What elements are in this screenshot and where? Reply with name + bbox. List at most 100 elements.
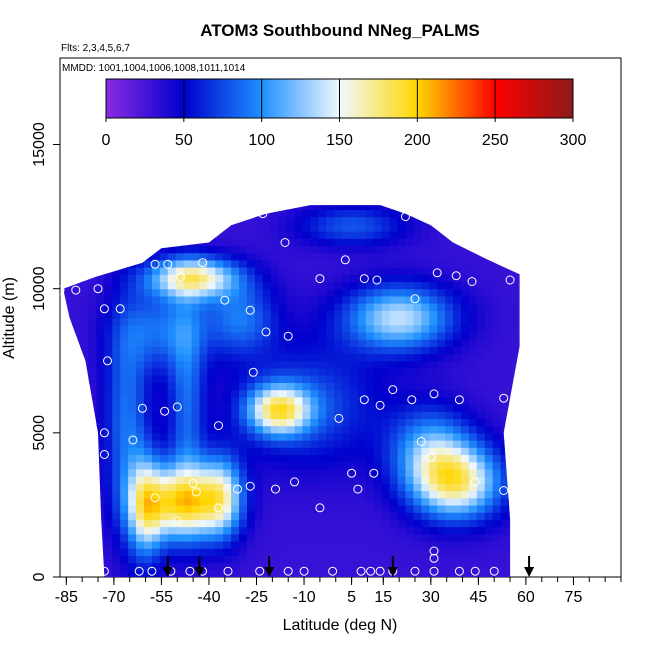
- heatmap-cell: [262, 223, 272, 232]
- heatmap-cell: [437, 317, 446, 326]
- heatmap-cell: [104, 526, 113, 535]
- heatmap-cell: [405, 526, 414, 535]
- heatmap-cell: [278, 497, 288, 506]
- heatmap-cell: [350, 295, 359, 304]
- heatmap-cell: [167, 555, 177, 564]
- heatmap-cell: [88, 295, 98, 304]
- heatmap-cell: [302, 497, 311, 506]
- heatmap-cell: [254, 519, 264, 528]
- heatmap-cell: [262, 533, 272, 542]
- heatmap-cell: [112, 267, 121, 275]
- heatmap-cell: [373, 447, 383, 456]
- heatmap-cell: [239, 569, 248, 577]
- heatmap-cell: [199, 331, 208, 340]
- heatmap-cell: [199, 317, 208, 326]
- heatmap-cell: [437, 519, 446, 528]
- heatmap-cell: [254, 404, 264, 412]
- heatmap-cell: [516, 295, 520, 304]
- heatmap-cell: [199, 555, 208, 564]
- heatmap-cell: [191, 267, 201, 275]
- heatmap-cell: [468, 252, 478, 261]
- heatmap-cell: [159, 404, 169, 412]
- heatmap-cell: [104, 562, 113, 571]
- heatmap-cell: [484, 389, 494, 398]
- heatmap-cell: [159, 548, 169, 556]
- heatmap-cell: [231, 533, 240, 542]
- heatmap-cell: [389, 303, 399, 311]
- heatmap-cell: [413, 346, 422, 355]
- heatmap-cell: [191, 504, 201, 513]
- heatmap-cell: [397, 533, 407, 542]
- heatmap-cell: [326, 303, 335, 311]
- heatmap-cell: [492, 425, 502, 434]
- heatmap-cell: [326, 447, 335, 456]
- heatmap-cell: [476, 461, 486, 470]
- heatmap-cell: [120, 404, 129, 412]
- heatmap-cell: [128, 303, 137, 311]
- heatmap-cell: [191, 569, 201, 577]
- heatmap-cell: [397, 483, 407, 492]
- heatmap-cell: [460, 360, 470, 369]
- heatmap-cell: [357, 425, 367, 434]
- heatmap-cell: [80, 281, 90, 290]
- heatmap-cell: [183, 317, 193, 326]
- heatmap-cell: [484, 375, 494, 383]
- heatmap-cell: [223, 425, 232, 434]
- heatmap-cell: [421, 267, 430, 275]
- heatmap-cell: [326, 483, 335, 492]
- heatmap-cell: [413, 288, 422, 297]
- heatmap-cell: [128, 324, 137, 333]
- heatmap-cell: [397, 209, 407, 218]
- heatmap-cell: [429, 432, 438, 441]
- heatmap-cell: [120, 483, 129, 492]
- heatmap-cell: [405, 497, 414, 506]
- heatmap-cell: [104, 375, 113, 383]
- heatmap-cell: [421, 274, 430, 283]
- heatmap-cell: [413, 396, 422, 405]
- heatmap-cell: [254, 223, 264, 232]
- heatmap-cell: [326, 569, 335, 577]
- heatmap-cell: [389, 490, 399, 499]
- heatmap-cell: [191, 447, 201, 456]
- heatmap-cell: [167, 288, 177, 297]
- heatmap-cell: [262, 526, 272, 535]
- heatmap-cell: [215, 411, 224, 420]
- heatmap-cell: [350, 331, 359, 340]
- heatmap-cell: [96, 483, 105, 492]
- heatmap-cell: [183, 367, 193, 376]
- heatmap-cell: [365, 216, 375, 225]
- heatmap-cell: [223, 569, 232, 577]
- heatmap-cell: [460, 483, 470, 492]
- heatmap-cell: [215, 512, 224, 520]
- heatmap-cell: [231, 432, 240, 441]
- heatmap-cell: [159, 281, 169, 290]
- heatmap-cell: [104, 425, 113, 434]
- heatmap-cell: [342, 216, 351, 225]
- heatmap-cell: [334, 461, 343, 470]
- heatmap-cell: [381, 375, 391, 383]
- heatmap-cell: [381, 281, 391, 290]
- heatmap-cell: [318, 454, 327, 463]
- sample-point: [416, 437, 426, 446]
- heatmap-cell: [270, 548, 280, 556]
- heatmap-cell: [270, 353, 280, 362]
- sample-point: [185, 566, 195, 576]
- heatmap-cell: [468, 533, 478, 542]
- heatmap-cell: [342, 483, 351, 492]
- heatmap-cell: [239, 418, 248, 427]
- heatmap-cell: [397, 223, 407, 232]
- heatmap-cell: [120, 303, 129, 311]
- heatmap-cell: [437, 367, 446, 376]
- heatmap-cell: [286, 483, 296, 492]
- heatmap-cell: [453, 310, 462, 319]
- heatmap-cell: [381, 267, 391, 275]
- heatmap-cell: [429, 252, 438, 261]
- heatmap-cell: [112, 418, 121, 427]
- heatmap-cell: [302, 540, 311, 549]
- heatmap-cell: [270, 476, 280, 484]
- heatmap-cell: [239, 533, 248, 542]
- heatmap-cell: [199, 490, 208, 499]
- heatmap-cell: [437, 324, 446, 333]
- heatmap-cell: [429, 440, 438, 448]
- heatmap-cell: [278, 238, 288, 247]
